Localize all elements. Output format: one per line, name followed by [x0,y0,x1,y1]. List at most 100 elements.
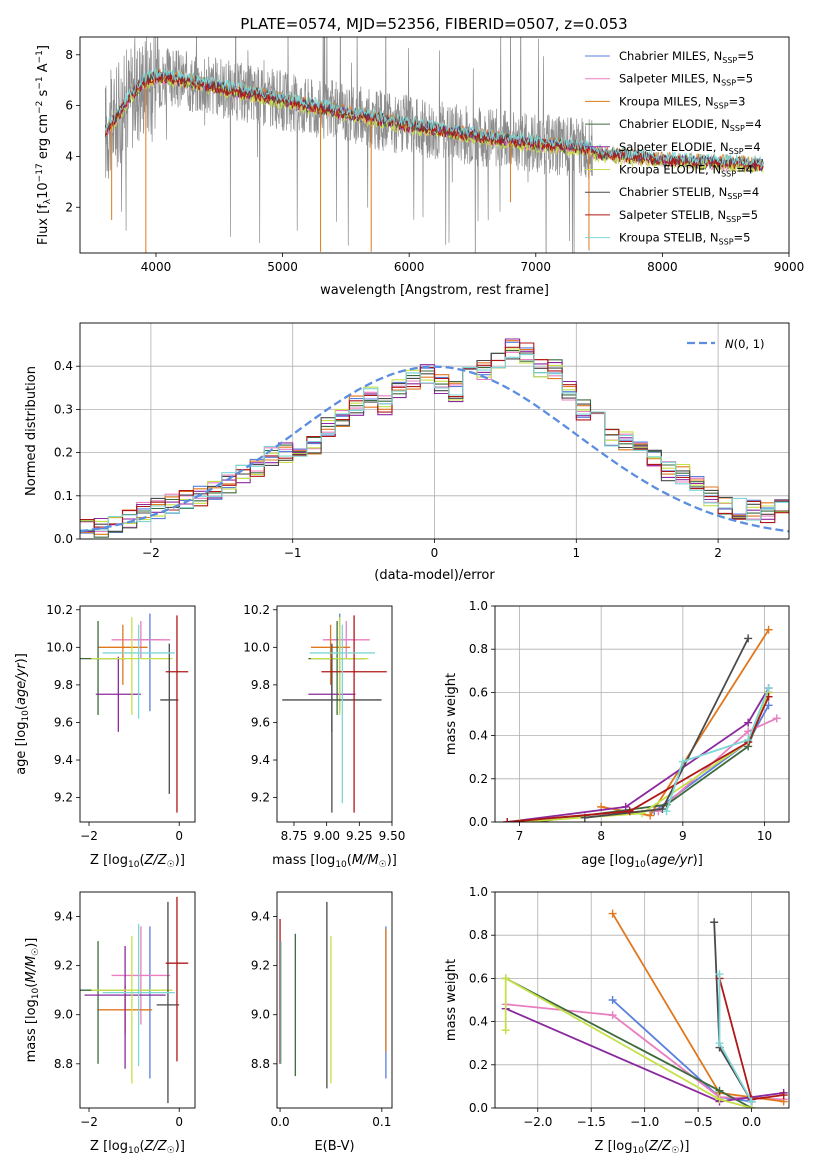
series-marker-kroupa_elodie-0 [515,818,524,822]
y-tick-label-4: 0.8 [469,928,488,942]
x-tick-label-0: 7 [516,829,524,843]
x-tick-label-3: 7000 [521,260,552,274]
age-z-yl-part-4: )] [14,653,29,663]
age-z-yl-part-2: ( [14,705,29,710]
age-z-frame [79,605,196,823]
normal-legend-label-part-0: N [725,337,734,351]
age-mass-x-axis-label: mass [log10(M/M☉)] [272,853,397,870]
age-mass-xl-part-3: M/M [352,853,379,868]
x-tick-label-0: 0.0 [271,1115,290,1129]
legend-label-chabrier_elodie-part-2: =4 [745,117,762,131]
x-tick-label-3: −0.5 [684,1115,713,1129]
legend-label-chabrier_elodie-part-1: SSP [730,124,745,133]
mass-z-yl-part-0: mass [log [24,999,39,1062]
residual-histogram-chabrier_elodie [80,350,789,538]
y-tick-label-0: 0.0 [469,1101,488,1115]
x-tick-label-2: 9.25 [346,829,373,843]
x-tick-label-0: −2 [80,829,98,843]
mw-age-plot-area [503,625,781,822]
legend-label-kroupa_elodie-part-1: SSP [721,170,736,179]
series-marker-kroupa_elodie-1 [501,974,510,983]
y-tick-label-1: 9.4 [251,753,270,767]
mass-z-xl-part-1: 10 [128,1146,140,1156]
legend-label-chabrier_miles: Chabrier MILES, NSSP=5 [619,49,754,65]
y-tick-label-0: 8.8 [251,1057,270,1071]
normal-legend-label-part-1: (0, 1) [734,337,765,351]
mass-ebv-axes: 0.0 0.1 8.8 9.0 9.2 9.4 [251,910,391,1129]
legend-label-salpeter_miles: Salpeter MILES, NSSP=5 [619,72,753,88]
series-marker-kroupa_stelib-1 [715,1039,724,1048]
legend-label-kroupa_stelib-part-1: SSP [719,238,734,247]
mw-z-x-axis-label: Z [log10(Z/Z☉)] [595,1139,690,1156]
age-z-xl-part-4: ☉ [167,860,175,870]
series-marker-salpeter_stelib-2 [779,1091,788,1100]
legend-label-kroupa_elodie-part-2: =4 [736,163,753,177]
residual-histogram-kroupa_stelib [80,354,789,531]
flux-label-part-8: A [36,63,51,76]
legend-label-chabrier_elodie-part-0: Chabrier ELODIE, N [619,117,730,131]
age-mass-xl-part-4: ☉ [379,860,387,870]
age-mass-frame [276,605,393,823]
x-tick-label-0: 4000 [141,260,172,274]
spectrum-axes: 4000 5000 6000 7000 8000 9000 2 4 6 8 [65,48,804,274]
series-marker-chabrier_stelib-1 [658,805,667,814]
mw-z-xl-part-2: ( [644,1139,649,1154]
mw-z-frame [494,891,790,1109]
y-tick-label-1: 0.2 [469,1058,488,1072]
mass-z-yl-part-4: ☉ [31,948,41,956]
legend-label-salpeter_stelib-part-2: =5 [741,208,758,222]
x-tick-label-1: 0 [175,829,183,843]
mw-age-xl-part-4: )] [693,853,703,868]
y-tick-label-3: 8 [65,48,73,62]
mw-z-y-axis-label: mass weight [444,959,459,1041]
flux-label-part-0: Flux [f [36,204,51,245]
y-tick-label-5: 10.2 [243,603,270,617]
series-marker-kroupa_stelib-1 [678,757,687,766]
normal-distribution-curve [80,365,789,533]
series-marker-salpeter_miles-0 [654,807,663,816]
observed-spectrum-line [104,37,593,253]
x-tick-label-2: −1.0 [630,1115,659,1129]
x-tick-label-0: −2.0 [523,1115,552,1129]
y-tick-label-0: 8.8 [54,1057,73,1071]
legend-label-chabrier_miles-part-0: Chabrier MILES, N [619,49,722,63]
spectrum-x-axis-label: wavelength [Angstrom, rest frame] [320,283,549,298]
y-tick-label-2: 9.6 [54,715,73,729]
x-tick-label-4: 0.0 [742,1115,761,1129]
y-tick-label-2: 0.4 [469,729,488,743]
x-tick-label-5: 9000 [774,260,805,274]
flux-label-part-6: s [36,89,51,100]
flux-label-part-3: −17 [35,163,45,182]
series-line-salpeter_elodie [507,687,770,822]
y-tick-label-0: 0.0 [54,532,73,546]
y-tick-label-1: 9.0 [251,1008,270,1022]
series-marker-kroupa_stelib-2 [744,735,753,744]
y-tick-label-2: 9.2 [54,959,73,973]
flux-label-part-9: −1 [35,50,45,63]
mw-age-frame [494,605,790,823]
mass-z-yl-part-3: M/M [24,956,39,983]
legend-label-chabrier_stelib: Chabrier STELIB, NSSP=4 [619,185,759,201]
mass-z-xl-part-0: Z [log [90,1139,128,1154]
series-marker-salpeter_stelib-0 [503,818,512,822]
series-line-salpeter_stelib [507,696,770,822]
legend-label-salpeter_elodie-part-1: SSP [729,147,744,156]
model-spectrum-salpeter_stelib [104,72,764,172]
age-z-xl-part-3: Z/Z [144,853,168,868]
flux-label-part-7: −1 [35,76,45,89]
normal-legend-label: N(0, 1) [725,337,765,351]
x-tick-label-4: 8000 [647,260,678,274]
age-z-yl-part-0: age [log [14,722,29,775]
mw-age-xl-part-2: ( [646,853,651,868]
mass-z-y-axis-label: mass [log10(M/M☉)] [24,938,41,1063]
y-tick-label-5: 1.0 [469,885,488,899]
mw-age-xl-part-1: 10 [634,860,646,870]
mw-z-plot-area [501,909,788,1108]
y-tick-label-0: 0.0 [469,815,488,829]
legend-label-kroupa_miles-part-2: =3 [729,94,746,108]
legend-label-salpeter_stelib-part-1: SSP [726,215,741,224]
series-line-kroupa_stelib [665,687,770,812]
legend-label-salpeter_stelib: Salpeter STELIB, NSSP=5 [619,208,758,224]
y-tick-label-3: 0.6 [469,971,488,985]
